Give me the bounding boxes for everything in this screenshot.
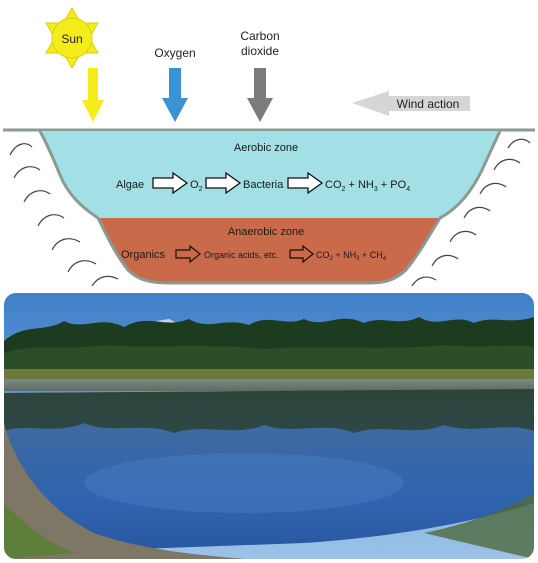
- wind-arrow: [352, 91, 470, 116]
- carbon-dioxide-label-line2: dioxide: [241, 44, 279, 58]
- pond-photo: [4, 293, 534, 559]
- anaerobic-products: CO2 + NH3 + CH4: [316, 250, 387, 262]
- bank-rocks-right: [411, 138, 531, 287]
- oxygen-label: Oxygen: [154, 46, 195, 60]
- aerobic-arrow-1: [152, 171, 189, 195]
- anaerobic-zone-title: Anaerobic zone: [228, 226, 304, 238]
- carbon-dioxide-arrow: [247, 68, 273, 122]
- sunlight-arrow: [82, 68, 104, 122]
- sun-icon: [45, 7, 99, 69]
- bank-rocks-left: [9, 143, 119, 287]
- wind-label: Wind action: [397, 97, 460, 111]
- pond-zones-diagram: Sun Oxygen Carbon dioxide Wind action: [3, 7, 535, 287]
- intermediate-label: Organic acids, etc.: [204, 250, 279, 260]
- carbon-dioxide-label-line1: Carbon: [240, 29, 279, 43]
- anaerobic-arrow-2: [289, 244, 314, 264]
- organics-label: Organics: [121, 249, 166, 261]
- aerobic-zone-title: Aerobic zone: [234, 142, 298, 154]
- sun-label: Sun: [61, 32, 82, 46]
- bacteria-label: Bacteria: [243, 179, 284, 191]
- aerobic-arrow-2: [205, 171, 242, 195]
- oxygen-formula: O2: [190, 179, 203, 193]
- aerobic-products: CO2 + NH3 + PO4: [325, 179, 410, 193]
- algae-label: Algae: [116, 179, 144, 191]
- aerobic-arrow-3: [287, 171, 324, 195]
- oxygen-arrow: [162, 68, 188, 122]
- pond-basin: [38, 130, 502, 285]
- anaerobic-arrow-1: [175, 244, 201, 264]
